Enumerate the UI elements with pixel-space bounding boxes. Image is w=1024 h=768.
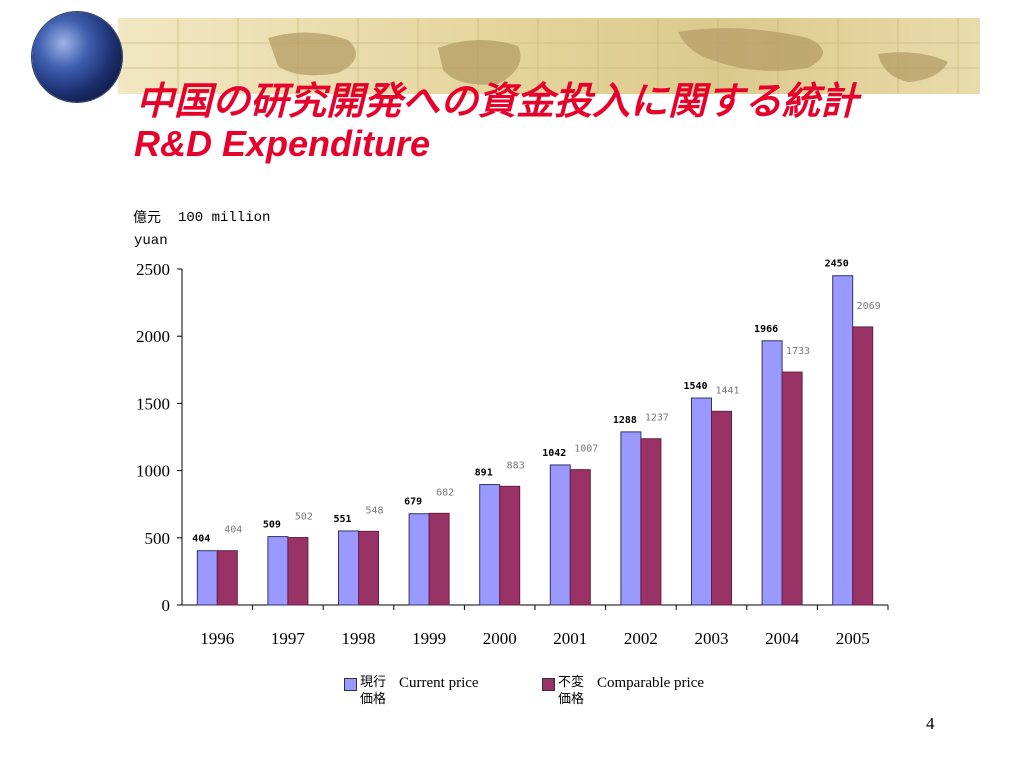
- bar-comparable-price: [711, 410, 732, 606]
- bar-comparable-price: [428, 512, 450, 606]
- bar-current-price: [691, 397, 712, 606]
- x-tick-label: 2002: [624, 629, 658, 648]
- data-label-comparable: 548: [365, 505, 383, 516]
- y-tick-label: 2000: [136, 327, 170, 346]
- bar-comparable-price: [216, 550, 238, 606]
- data-label-comparable: 1007: [574, 444, 598, 455]
- data-label-comparable: 682: [436, 487, 454, 498]
- x-tick-label: 2001: [553, 629, 587, 648]
- legend-label-en-current: Current price: [399, 675, 479, 691]
- data-label-comparable: 1441: [715, 385, 739, 396]
- world-map-graphic: [118, 18, 980, 94]
- slide-title-en: R&D Expenditure: [134, 123, 431, 164]
- chart-legend: 現行価格 Current price 不変価格 Comparable price: [344, 674, 764, 714]
- x-tick-label: 2004: [765, 629, 800, 648]
- legend-swatch-current: [344, 678, 357, 691]
- legend-label-jp-current: 現行価格: [360, 675, 387, 707]
- bar-comparable-price: [569, 469, 591, 606]
- data-label-current: 1288: [613, 415, 637, 426]
- y-tick-label: 500: [145, 529, 171, 548]
- y-tick-label: 1000: [136, 462, 170, 481]
- data-label-current: 1042: [542, 448, 566, 459]
- page-number: 4: [926, 714, 935, 733]
- bar-current-price: [549, 464, 571, 606]
- x-tick-label: 2003: [695, 629, 729, 648]
- legend-swatch-comparable: [542, 678, 555, 691]
- bar-current-price: [620, 431, 642, 606]
- bar-comparable-price: [852, 326, 874, 606]
- bar-current-price: [196, 550, 218, 606]
- data-label-current: 1540: [683, 381, 707, 392]
- data-label-current: 509: [263, 520, 281, 531]
- data-label-comparable: 1733: [786, 346, 810, 357]
- legend-label-en-comparable: Comparable price: [597, 675, 705, 691]
- world-map-banner: [118, 18, 980, 94]
- bar-current-price: [267, 536, 289, 606]
- y-axis-unit-label-2: yuan: [134, 233, 168, 249]
- data-label-current: 404: [192, 534, 210, 545]
- y-tick-label: 1500: [136, 394, 170, 413]
- unit-label-jp: 億元: [133, 210, 161, 226]
- bar-comparable-price: [358, 530, 379, 606]
- x-tick-label: 1999: [412, 629, 446, 648]
- bar-current-price: [479, 484, 501, 606]
- globe-icon: [32, 12, 122, 102]
- data-label-comparable: 2069: [857, 301, 881, 312]
- bar-current-price: [408, 513, 430, 606]
- x-tick-label: 1996: [200, 629, 234, 648]
- chart-axes: 100 million yuan 0 500 1000 1500 2000 2500 1996 1…: [134, 210, 889, 648]
- x-tick-label: 1997: [271, 629, 306, 648]
- x-tick-label: 1998: [342, 629, 376, 648]
- bar-current-price: [338, 530, 359, 606]
- bar-comparable-price: [640, 438, 662, 606]
- data-label-comparable: 883: [507, 460, 525, 471]
- legend-label-jp-comparable: 不変価格: [558, 675, 585, 707]
- data-label-current: 891: [475, 468, 493, 479]
- bar-current-price: [761, 340, 783, 606]
- data-label-current: 1966: [754, 324, 778, 335]
- x-tick-label: 2000: [483, 629, 517, 648]
- y-tick-label: 2500: [136, 260, 170, 279]
- bar-comparable-price: [499, 485, 521, 606]
- data-label-comparable: 404: [224, 525, 242, 536]
- y-tick-label: 0: [162, 596, 171, 615]
- data-label-current: 2450: [825, 259, 849, 270]
- bar-comparable-price: [781, 371, 803, 606]
- data-label-comparable: 502: [295, 512, 313, 523]
- y-axis-unit-label: 100 million: [178, 210, 270, 226]
- chart-bars: 404 404 509 502 551 548 679 682 891 883 1042 1007 12…: [192, 259, 881, 606]
- bar-current-price: [832, 275, 854, 606]
- data-label-current: 551: [333, 514, 351, 525]
- data-label-current: 679: [404, 497, 422, 508]
- x-tick-label: 2005: [836, 629, 870, 648]
- data-label-comparable: 1237: [645, 413, 669, 424]
- slide-title-jp: 中国の研究開発への資金投入に関する統計: [136, 79, 859, 123]
- bar-comparable-price: [287, 537, 309, 606]
